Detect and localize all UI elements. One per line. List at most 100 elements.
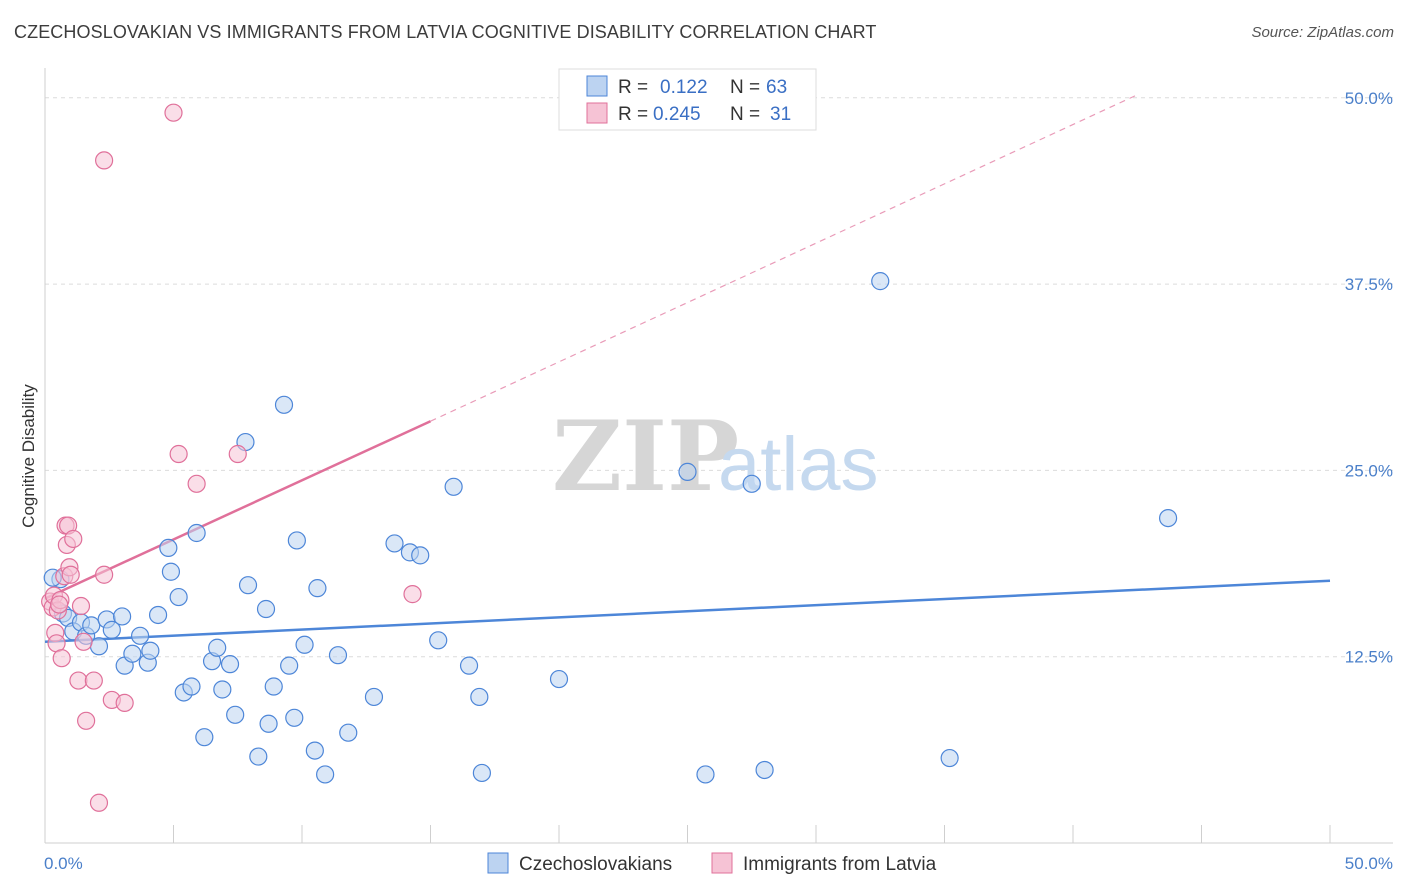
point-s0-28 xyxy=(226,705,245,724)
point-s1-17 xyxy=(74,632,93,651)
data-points xyxy=(41,103,1178,812)
point-s0-7 xyxy=(89,637,109,656)
legend-r-label-1: R = xyxy=(618,104,648,125)
point-s0-23 xyxy=(195,728,214,747)
point-s0-12 xyxy=(123,644,142,663)
point-s0-10 xyxy=(112,607,132,626)
point-s0-35 xyxy=(274,395,294,414)
legend-n-value-1: 31 xyxy=(770,104,791,125)
watermark-zip: ZIP xyxy=(552,400,739,513)
point-s1-18 xyxy=(77,711,96,730)
point-s0-19 xyxy=(169,587,188,607)
legend-r-label-0: R = xyxy=(618,77,648,98)
point-s0-37 xyxy=(285,708,304,727)
point-s0-39 xyxy=(295,635,314,654)
point-s1-15 xyxy=(69,671,88,690)
point-s0-59 xyxy=(871,272,890,291)
legend-swatch-pink xyxy=(586,102,608,124)
point-s0-38 xyxy=(287,531,306,550)
point-s0-41 xyxy=(308,579,327,598)
point-s0-6 xyxy=(82,616,101,635)
point-s0-22 xyxy=(187,523,206,543)
point-s0-49 xyxy=(429,631,448,650)
legend-n-value-0: 63 xyxy=(766,77,787,98)
source-credit: Source: ZipAtlas.com xyxy=(1251,24,1394,41)
y-tick-label-2: 37.5% xyxy=(1345,275,1393,294)
point-s1-19 xyxy=(84,671,103,690)
gridlines xyxy=(45,97,1393,658)
point-s0-58 xyxy=(755,760,774,780)
point-s0-61 xyxy=(1158,508,1178,528)
point-s0-18 xyxy=(161,562,181,581)
point-s0-46 xyxy=(385,534,404,553)
point-s0-27 xyxy=(220,655,240,674)
point-s0-51 xyxy=(459,656,479,675)
y-tick-label-3: 50.0% xyxy=(1345,89,1393,108)
point-s0-26 xyxy=(213,680,232,699)
y-tick-label-0: 12.5% xyxy=(1345,648,1393,667)
chart-title: CZECHOSLOVAKIAN VS IMMIGRANTS FROM LATVI… xyxy=(14,22,877,42)
legend-swatch-blue xyxy=(586,75,608,97)
watermark: ZIP atlas xyxy=(552,400,879,513)
point-s1-14 xyxy=(64,529,83,549)
point-s0-13 xyxy=(130,626,150,645)
point-s0-43 xyxy=(328,646,348,665)
y-tick-labels: 12.5% 25.0% 37.5% 50.0% xyxy=(1345,89,1393,667)
point-s0-57 xyxy=(742,474,761,493)
legend-n-label-0: N = xyxy=(730,77,760,98)
point-s1-26 xyxy=(95,151,114,170)
point-s1-30 xyxy=(403,585,422,604)
point-s0-45 xyxy=(364,687,384,707)
point-s0-33 xyxy=(259,714,278,733)
axes xyxy=(44,68,1393,844)
legend-swatch-latvia xyxy=(711,852,733,874)
legend-n-label-1: N = xyxy=(730,104,760,125)
point-s1-20 xyxy=(89,793,109,812)
point-s0-48 xyxy=(411,546,430,565)
series-legend: Czechoslovakians Immigrants from Latvia xyxy=(487,852,937,875)
y-axis-label: Cognitive Disability xyxy=(19,384,38,528)
legend-label-czechoslovakians: Czechoslovakians xyxy=(519,854,672,875)
point-s0-31 xyxy=(249,747,268,766)
point-s0-55 xyxy=(678,462,697,481)
point-s0-30 xyxy=(238,576,258,595)
point-s0-42 xyxy=(316,765,335,784)
point-s0-56 xyxy=(696,765,715,784)
x-tick-max: 50.0% xyxy=(1345,854,1393,873)
point-s0-21 xyxy=(182,677,201,696)
legend-r-value-1: 0.245 xyxy=(653,104,701,125)
legend-r-value-0: 0.122 xyxy=(660,77,708,98)
point-s0-17 xyxy=(159,538,178,558)
point-s1-16 xyxy=(71,596,91,616)
y-tick-label-1: 25.0% xyxy=(1345,461,1393,480)
point-s0-53 xyxy=(472,763,491,783)
point-s1-25 xyxy=(164,103,183,122)
trend-extension-s1 xyxy=(430,94,1138,422)
trend-lines xyxy=(44,94,1331,644)
point-s1-7 xyxy=(52,649,71,668)
point-s0-50 xyxy=(444,477,463,496)
point-s0-54 xyxy=(549,669,569,689)
point-s0-34 xyxy=(264,677,283,696)
point-s0-32 xyxy=(256,599,276,619)
point-s0-9 xyxy=(102,620,121,639)
point-s1-23 xyxy=(115,693,134,713)
x-tick-min: 0.0% xyxy=(44,854,83,873)
legend-swatch-czechoslovakians xyxy=(487,852,509,874)
point-s0-15 xyxy=(141,641,160,660)
point-s1-28 xyxy=(187,474,206,493)
point-s1-29 xyxy=(228,444,247,464)
point-s1-13 xyxy=(61,565,80,584)
point-s0-25 xyxy=(208,638,227,657)
point-s1-21 xyxy=(95,565,114,584)
point-s0-40 xyxy=(305,741,324,760)
point-s1-27 xyxy=(169,444,188,464)
watermark-atlas: atlas xyxy=(718,422,879,507)
point-s0-16 xyxy=(148,605,168,625)
point-s0-60 xyxy=(940,748,959,768)
point-s0-44 xyxy=(339,723,358,742)
legend-label-latvia: Immigrants from Latvia xyxy=(743,854,937,875)
trend-line-s0 xyxy=(44,579,1331,644)
point-s1-24 xyxy=(50,595,69,614)
